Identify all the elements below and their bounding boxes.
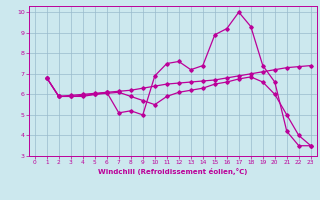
X-axis label: Windchill (Refroidissement éolien,°C): Windchill (Refroidissement éolien,°C) [98, 168, 247, 175]
